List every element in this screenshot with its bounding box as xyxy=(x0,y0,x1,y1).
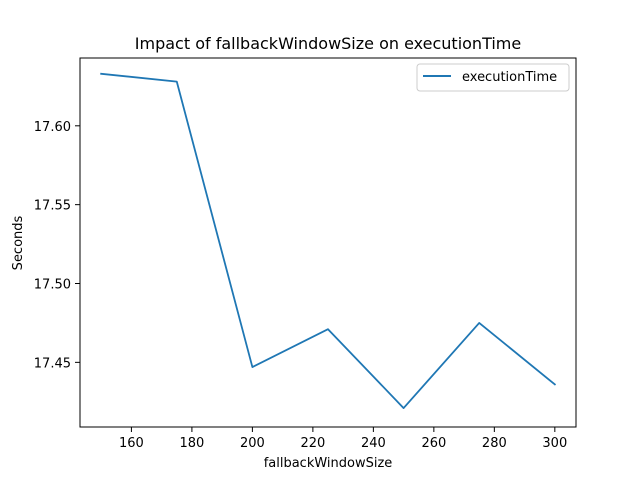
x-tick-label: 240 xyxy=(361,436,386,451)
legend: executionTime xyxy=(417,64,569,91)
x-tick-label: 180 xyxy=(179,436,204,451)
y-tick-label: 17.45 xyxy=(34,356,71,371)
y-axis-label: Seconds xyxy=(11,215,26,270)
y-tick-label: 17.50 xyxy=(34,278,71,293)
plot-area xyxy=(80,58,576,427)
x-tick-label: 300 xyxy=(542,436,567,451)
chart-title: Impact of fallbackWindowSize on executio… xyxy=(135,34,521,53)
x-tick-label: 260 xyxy=(421,436,446,451)
y-tick-label: 17.55 xyxy=(34,199,71,214)
x-tick-label: 280 xyxy=(482,436,507,451)
x-tick-label: 200 xyxy=(240,436,265,451)
legend-label: executionTime xyxy=(462,70,557,85)
x-tick-label: 160 xyxy=(119,436,144,451)
y-tick-label: 17.60 xyxy=(34,120,71,135)
x-axis-label: fallbackWindowSize xyxy=(264,456,393,471)
x-tick-label: 220 xyxy=(300,436,325,451)
